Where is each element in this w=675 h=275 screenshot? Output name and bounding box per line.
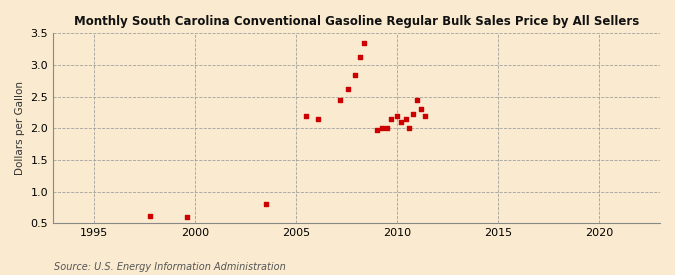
Point <box>371 128 382 132</box>
Point <box>408 112 418 117</box>
Y-axis label: Dollars per Gallon: Dollars per Gallon <box>15 81 25 175</box>
Point <box>358 41 369 46</box>
Point <box>349 73 360 77</box>
Point <box>404 126 414 130</box>
Point <box>396 120 406 124</box>
Point <box>416 107 427 111</box>
Point <box>300 113 311 118</box>
Point <box>420 113 431 118</box>
Point <box>260 202 271 206</box>
Point <box>145 213 156 218</box>
Text: Source: U.S. Energy Information Administration: Source: U.S. Energy Information Administ… <box>54 262 286 272</box>
Point <box>412 98 423 102</box>
Point <box>385 117 396 122</box>
Point <box>182 214 192 219</box>
Point <box>313 117 323 121</box>
Point <box>381 126 392 130</box>
Point <box>335 98 346 102</box>
Point <box>377 126 387 130</box>
Point <box>354 55 365 60</box>
Title: Monthly South Carolina Conventional Gasoline Regular Bulk Sales Price by All Sel: Monthly South Carolina Conventional Gaso… <box>74 15 639 28</box>
Point <box>392 113 402 118</box>
Point <box>343 87 354 91</box>
Point <box>401 117 412 121</box>
